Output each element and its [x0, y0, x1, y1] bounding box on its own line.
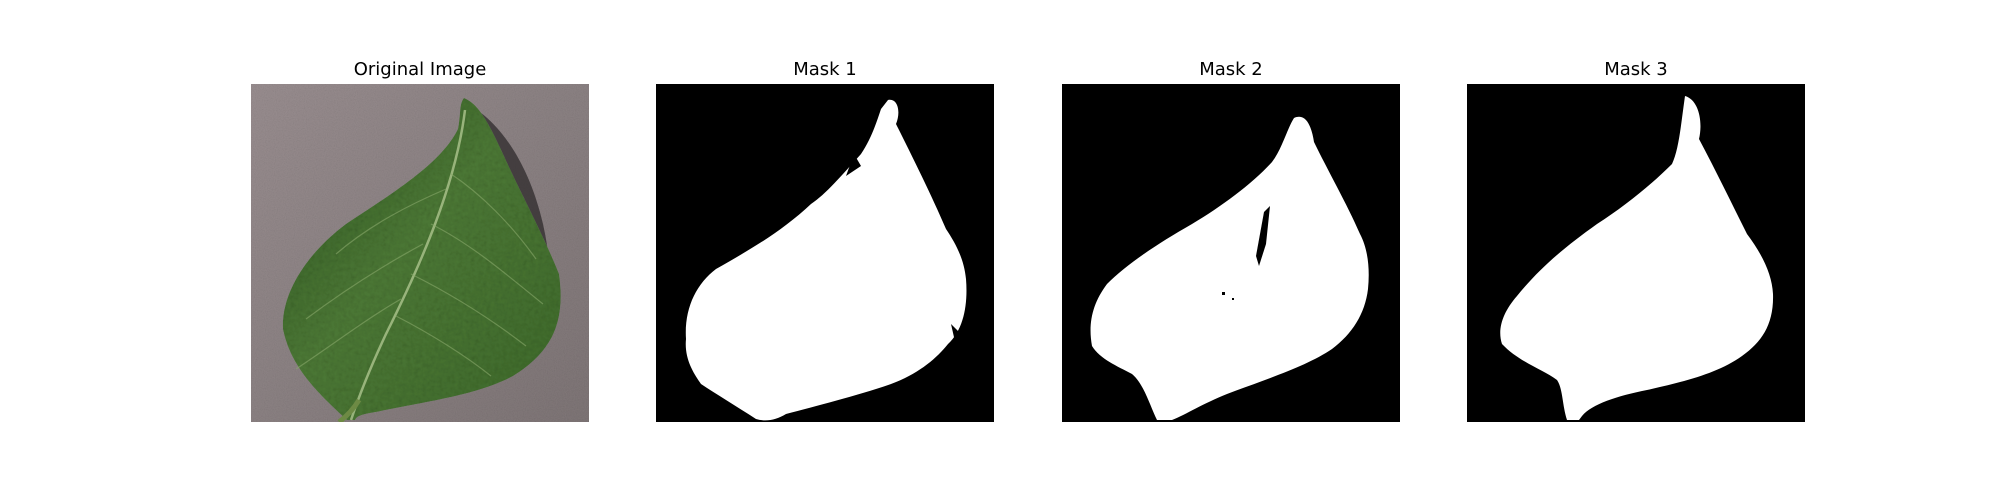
original-leaf-photo [251, 84, 589, 422]
mask-3-image [1467, 84, 1805, 422]
panel-title: Mask 3 [1604, 59, 1668, 80]
mask-2-image [1062, 84, 1400, 422]
panel-title: Mask 2 [1199, 59, 1263, 80]
panel-title: Original Image [353, 59, 487, 80]
panel-mask-1: Mask 1 [656, 56, 994, 422]
panel-mask-2: Mask 2 [1062, 56, 1400, 422]
mask-1-image [656, 84, 994, 422]
panel-title: Mask 1 [793, 59, 857, 80]
panel-original-image: Original Image [251, 56, 589, 422]
panel-mask-3: Mask 3 [1467, 56, 1805, 422]
